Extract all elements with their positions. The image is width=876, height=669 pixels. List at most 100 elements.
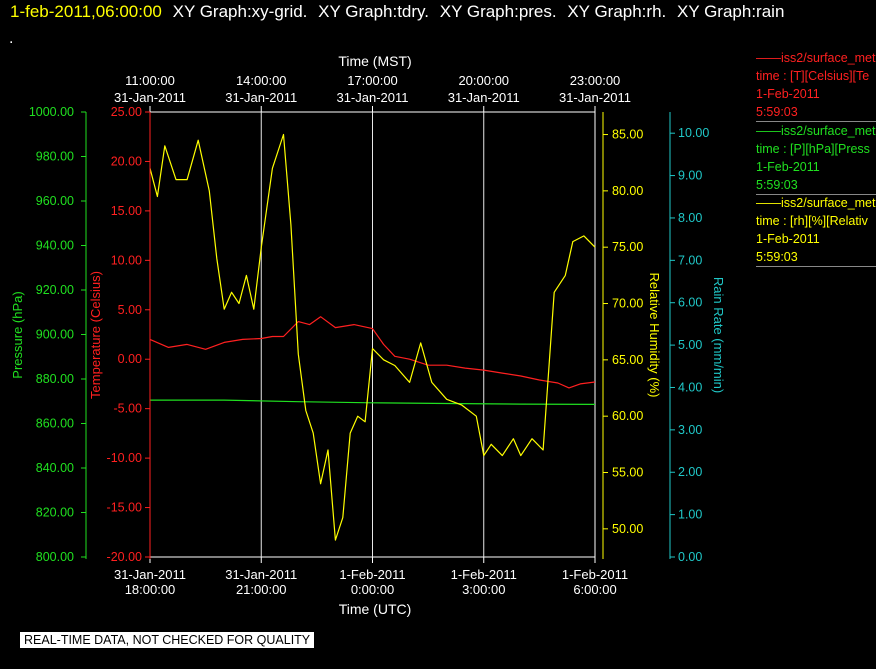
pressure-tick-label: 840.00 (36, 461, 74, 475)
bottom-tick-time: 18:00:00 (125, 582, 176, 597)
grid (260, 112, 485, 557)
legend-line-3: 1-Feb-2011 (756, 232, 820, 246)
rain-tick-label: 5.00 (678, 338, 702, 352)
pressure-tick-label: 960.00 (36, 194, 74, 208)
temperature-tick-label: 10.00 (111, 253, 142, 267)
temperature-tick-label: 5.00 (118, 303, 142, 317)
legend-line-3: 1-Feb-2011 (756, 87, 820, 101)
rh-tick-label: 70.00 (612, 297, 643, 311)
temperature-tick-label: -5.00 (114, 402, 143, 416)
rain-tick-label: 7.00 (678, 253, 702, 267)
bottom-axis-title: Time (UTC) (339, 601, 412, 617)
legend-line-1: ——iss2/surface_met (756, 196, 876, 210)
rain-tick-label: 9.00 (678, 169, 702, 183)
legend-line-4: 5:59:03 (756, 250, 798, 264)
bottom-tick-date: 1-Feb-2011 (339, 567, 405, 582)
rh-tick-label: 65.00 (612, 353, 643, 367)
rain-tick-label: 8.00 (678, 211, 702, 225)
temperature-tick-label: -15.00 (107, 501, 142, 515)
rain-axis-title: Rain Rate (mm/min) (711, 277, 726, 393)
bottom-tick-time: 21:00:00 (236, 582, 287, 597)
top-tick-time: 20:00:00 (458, 73, 509, 88)
graph-title-tdry[interactable]: XY Graph:tdry. (318, 2, 430, 21)
top-tick-date: 31-Jan-2011 (225, 90, 297, 105)
pressure-tick-label: 860.00 (36, 417, 74, 431)
legend-line-4: 5:59:03 (756, 105, 798, 119)
legend-divider (756, 194, 876, 195)
pressure-tick-label: 920.00 (36, 283, 74, 297)
temperature-tick-label: 15.00 (111, 204, 142, 218)
legend-rh[interactable]: ——iss2/surface_met time : [rh][%][Relati… (756, 194, 876, 267)
top-axis-title: Time (MST) (338, 53, 411, 69)
bottom-tick-time: 0:00:00 (351, 582, 394, 597)
legend-divider (756, 121, 876, 122)
rain-tick-label: 1.00 (678, 508, 702, 522)
graph-title-rh[interactable]: XY Graph:rh. (567, 2, 667, 21)
bottom-tick-date: 31-Jan-2011 (114, 567, 186, 582)
rain-tick-label: 6.00 (678, 296, 702, 310)
timestamp: 1-feb-2011,06:00:00 (10, 2, 162, 21)
legend-divider (756, 266, 876, 267)
series-layer (149, 133, 596, 541)
rh-tick-label: 75.00 (612, 240, 643, 254)
top-tick-time: 23:00:00 (570, 73, 621, 88)
top-tick-date: 31-Jan-2011 (336, 90, 408, 105)
legend-line-4: 5:59:03 (756, 178, 798, 192)
top-tick-date: 31-Jan-2011 (114, 90, 186, 105)
legend-line-2: time : [rh][%][Relativ (756, 214, 868, 228)
pressure-series-line (150, 399, 596, 405)
legend-pressure[interactable]: ——iss2/surface_met time : [P][hPa][Press… (756, 122, 876, 195)
temperature-series-line (149, 316, 596, 389)
rh-tick-label: 50.00 (612, 522, 643, 536)
pressure-axis-title: Pressure (hPa) (10, 291, 25, 378)
legend-line-3: 1-Feb-2011 (756, 160, 820, 174)
legend-line-2: time : [P][hPa][Press (756, 142, 870, 156)
top-tick-time: 14:00:00 (236, 73, 287, 88)
legend-line-2: time : [T][Celsius][Te (756, 69, 870, 83)
top-tick-time: 11:00:00 (125, 73, 175, 88)
temperature-tick-label: 25.00 (111, 105, 142, 119)
rh-series-line (149, 133, 596, 541)
status-dot: . (9, 30, 14, 47)
temperature-axis-title: Temperature (Celsius) (88, 271, 103, 399)
graph-header: 1-feb-2011,06:00:00 XY Graph:xy-grid. XY… (10, 2, 784, 22)
rh-tick-label: 60.00 (612, 409, 643, 423)
rain-tick-label: 10.00 (678, 126, 709, 140)
pressure-tick-label: 880.00 (36, 372, 74, 386)
graph-title-rain[interactable]: XY Graph:rain (676, 2, 785, 21)
graph-title-xy-grid[interactable]: XY Graph:xy-grid. (172, 2, 308, 21)
pressure-tick-label: 1000.00 (29, 105, 74, 119)
bottom-tick-date: 1-Feb-2011 (562, 567, 628, 582)
temperature-tick-label: 0.00 (118, 352, 142, 366)
rh-tick-label: 55.00 (612, 466, 643, 480)
quality-notice: REAL-TIME DATA, NOT CHECKED FOR QUALITY (20, 632, 315, 648)
rain-tick-label: 0.00 (678, 550, 702, 564)
top-tick-date: 31-Jan-2011 (559, 90, 631, 105)
temperature-tick-label: 20.00 (111, 154, 142, 168)
top-tick-time: 17:00:00 (347, 73, 398, 88)
graph-title-pres[interactable]: XY Graph:pres. (439, 2, 557, 21)
pressure-tick-label: 820.00 (36, 506, 74, 520)
axes-layer: 31-Jan-201118:00:0031-Jan-201121:00:001-… (29, 73, 710, 597)
rain-tick-label: 2.00 (678, 465, 702, 479)
rh-tick-label: 85.00 (612, 128, 643, 142)
rh-axis-title: Relative Humidity (%) (647, 273, 662, 398)
legend-line-1: ——iss2/surface_met (756, 124, 876, 138)
bottom-tick-date: 1-Feb-2011 (451, 567, 517, 582)
temperature-tick-label: -10.00 (107, 451, 142, 465)
pressure-tick-label: 980.00 (36, 150, 74, 164)
top-tick-date: 31-Jan-2011 (448, 90, 520, 105)
bottom-tick-date: 31-Jan-2011 (225, 567, 297, 582)
pressure-tick-label: 900.00 (36, 328, 74, 342)
bottom-tick-time: 3:00:00 (462, 582, 505, 597)
rain-tick-label: 4.00 (678, 380, 702, 394)
legend-line-1: ——iss2/surface_met (756, 51, 876, 65)
bottom-tick-time: 6:00:00 (573, 582, 616, 597)
rh-tick-label: 80.00 (612, 184, 643, 198)
temperature-tick-label: -20.00 (107, 550, 142, 564)
pressure-tick-label: 940.00 (36, 239, 74, 253)
rain-tick-label: 3.00 (678, 423, 702, 437)
pressure-tick-label: 800.00 (36, 550, 74, 564)
legend-temperature[interactable]: ——iss2/surface_met time : [T][Celsius][T… (756, 49, 876, 122)
